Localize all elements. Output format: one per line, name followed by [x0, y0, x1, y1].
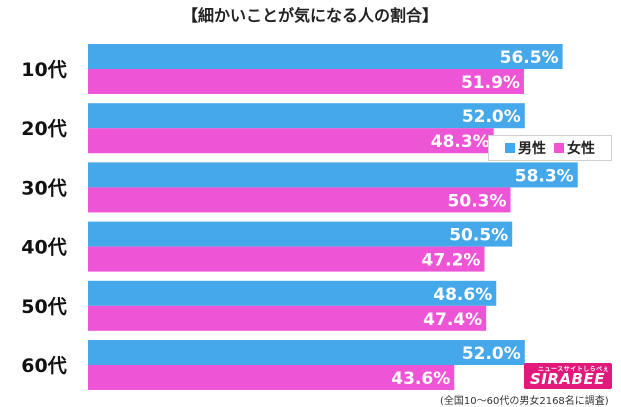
bar-female — [88, 128, 494, 154]
value-label-female: 50.3% — [448, 191, 507, 211]
sirabee-logo: ニュースサイトしらべぇ SIRABEE — [524, 363, 612, 389]
bar-male — [88, 340, 525, 365]
value-label-male: 50.5% — [449, 226, 508, 246]
value-label-female: 51.9% — [461, 73, 520, 93]
survey-note: (全国10〜60代の男女2168名に調査) — [440, 396, 609, 407]
bar-female — [88, 305, 487, 331]
value-label-male: 52.0% — [462, 107, 521, 127]
value-label-male: 52.0% — [462, 344, 521, 364]
value-label-female: 43.6% — [391, 369, 450, 389]
legend-swatch-female — [554, 143, 564, 153]
value-label-female: 47.2% — [421, 251, 480, 271]
legend-label-female: 女性 — [567, 141, 595, 157]
bar-female — [88, 365, 455, 390]
category-label: 10代 — [21, 59, 66, 81]
logo-wordmark: SIRABEE — [530, 370, 605, 388]
value-label-male: 48.6% — [433, 285, 492, 305]
bar-female — [88, 246, 485, 272]
category-label: 20代 — [21, 118, 66, 140]
legend-item-male: 男性 — [505, 138, 546, 158]
value-label-male: 56.5% — [500, 48, 559, 68]
legend-label-male: 男性 — [518, 141, 546, 157]
category-label: 50代 — [21, 296, 66, 318]
logo-tagline: ニュースサイトしらべぇ — [538, 366, 610, 373]
chart-title: 【細かいことが気になる人の割合】 — [182, 6, 438, 25]
value-label-female: 48.3% — [431, 132, 490, 152]
bar-female — [88, 187, 511, 213]
value-label-male: 58.3% — [515, 166, 574, 186]
bar-male — [88, 44, 563, 69]
bar-male — [88, 162, 578, 188]
chart-legend: 男性 女性 — [488, 135, 612, 161]
bar-male — [88, 103, 525, 129]
bar-female — [88, 69, 524, 94]
category-label: 40代 — [21, 237, 66, 259]
bar-male — [88, 280, 497, 306]
value-label-female: 47.4% — [423, 310, 482, 330]
legend-item-female: 女性 — [554, 138, 595, 158]
bar-male — [88, 221, 513, 247]
legend-swatch-male — [505, 143, 515, 153]
category-label: 60代 — [21, 355, 66, 377]
category-label: 30代 — [21, 177, 66, 199]
